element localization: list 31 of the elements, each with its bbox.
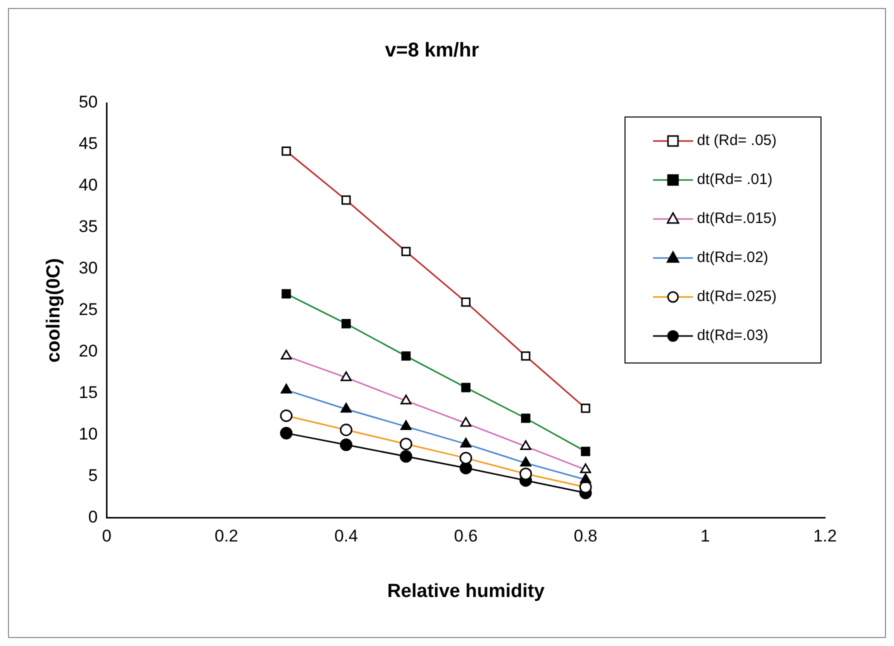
x-tick-label: 0.4: [334, 526, 358, 546]
y-tick-label: 50: [78, 92, 98, 112]
y-tick-label: 0: [88, 507, 98, 526]
y-axis-title: cooling(0C): [44, 258, 65, 363]
x-tick-label: 0.8: [574, 526, 598, 546]
x-tick-label: 0.6: [454, 526, 478, 546]
legend-label: dt(Rd=.03): [697, 327, 768, 344]
point: [460, 462, 472, 474]
point: [400, 450, 412, 463]
legend-label: dt(Rd=.015): [697, 210, 777, 228]
legend-label: dt(Rd= .01): [697, 171, 772, 188]
x-axis-title: Relative humidity: [387, 580, 545, 602]
legend-label: dt (Rd= .05): [697, 132, 777, 150]
y-tick-label: 20: [78, 342, 98, 361]
point: [340, 438, 352, 452]
y-tick-label: 35: [78, 217, 98, 236]
y-tick-label: 25: [78, 300, 98, 320]
y-tick-label: 15: [78, 383, 98, 402]
y-tick-label: 5: [88, 466, 98, 486]
x-tick-label: 0: [102, 526, 112, 546]
y-tick-label: 30: [78, 258, 98, 278]
legend-label: dt(Rd=.02): [697, 249, 768, 266]
y-tick-label: 40: [78, 176, 98, 195]
y-tick-label: 45: [78, 134, 98, 154]
point: [280, 426, 293, 440]
x-tick-label: 0.2: [214, 526, 238, 546]
legend-label: dt(Rd=.025): [697, 288, 777, 306]
x-tick-label: 1: [700, 526, 710, 546]
y-tick-label: 10: [78, 424, 98, 444]
x-tick-label: 1.2: [813, 526, 837, 546]
chart-title: v=8 km/hr: [385, 40, 480, 62]
